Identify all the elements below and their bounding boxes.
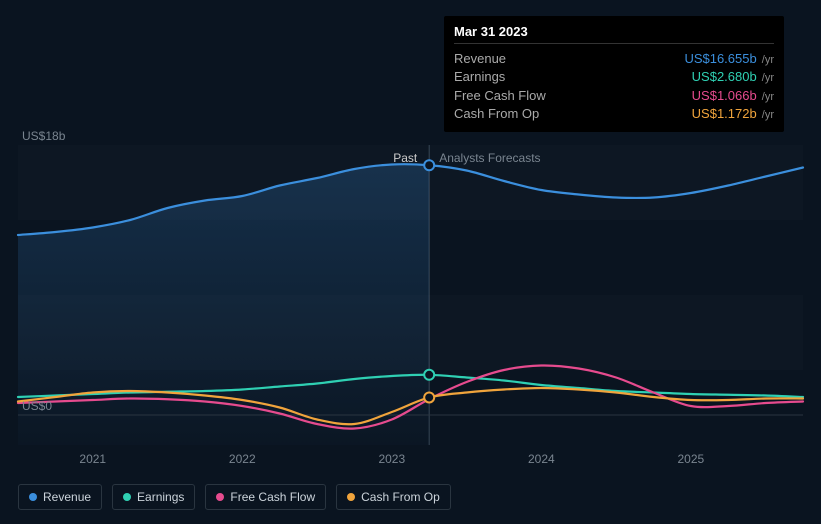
tooltip-row: Revenue US$16.655b /yr [454,50,774,68]
legend-item-label: Revenue [43,490,91,504]
x-tick: 2025 [678,452,705,466]
x-tick: 2023 [378,452,405,466]
tooltip-row: Free Cash Flow US$1.066b /yr [454,87,774,105]
y-tick-label: US$18b [22,129,65,143]
tooltip-date: Mar 31 2023 [454,24,774,39]
tooltip-row-unit: /yr [759,54,774,66]
tooltip-separator [454,43,774,44]
legend-item-revenue[interactable]: Revenue [18,484,102,510]
tooltip-row-value: US$1.172b [692,106,757,121]
forecast-region-label: Analysts Forecasts [439,151,540,165]
tooltip-row: Earnings US$2.680b /yr [454,68,774,86]
y-tick-label: US$0 [22,399,52,413]
tooltip-row-value: US$1.066b [692,88,757,103]
chart-tooltip: Mar 31 2023 RevenueUS$16.655b /yrEarning… [444,16,784,132]
tooltip-row-unit: /yr [759,109,774,121]
tooltip-row-label: Revenue [454,50,506,68]
tooltip-row-label: Free Cash Flow [454,87,546,105]
legend-dot-icon [123,493,131,501]
tooltip-row-value-wrap: US$2.680b /yr [692,68,774,86]
tooltip-row-value-wrap: US$16.655b /yr [684,50,774,68]
tooltip-row: Cash From Op US$1.172b /yr [454,105,774,123]
tooltip-row-value-wrap: US$1.066b /yr [692,87,774,105]
x-tick: 2024 [528,452,555,466]
tooltip-row-label: Cash From Op [454,105,539,123]
legend-item-label: Free Cash Flow [230,490,315,504]
legend-dot-icon [347,493,355,501]
x-tick: 2022 [229,452,256,466]
legend-dot-icon [29,493,37,501]
legend-dot-icon [216,493,224,501]
tooltip-row-value-wrap: US$1.172b /yr [692,105,774,123]
tooltip-row-value: US$16.655b [684,51,756,66]
legend-item-label: Earnings [137,490,184,504]
x-tick: 2021 [79,452,106,466]
tooltip-row-unit: /yr [759,72,774,84]
tooltip-row-label: Earnings [454,68,505,86]
past-region-label: Past [393,151,417,165]
marker-revenue [424,160,434,170]
legend-item-cfo[interactable]: Cash From Op [336,484,451,510]
tooltip-row-unit: /yr [759,91,774,103]
legend-item-fcf[interactable]: Free Cash Flow [205,484,326,510]
marker-cfo [424,392,434,402]
legend-item-label: Cash From Op [361,490,440,504]
tooltip-row-value: US$2.680b [692,69,757,84]
chart-legend: Revenue Earnings Free Cash Flow Cash From O… [18,484,451,510]
legend-item-earnings[interactable]: Earnings [112,484,195,510]
marker-earnings [424,370,434,380]
